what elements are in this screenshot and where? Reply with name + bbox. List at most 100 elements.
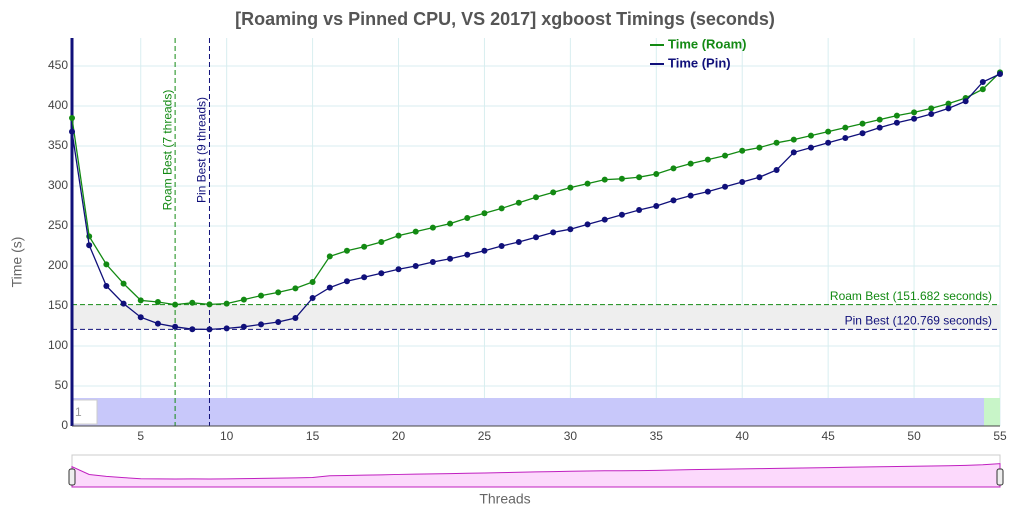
x-tick-label: 20 [392,429,406,443]
point [618,211,625,218]
point [137,314,144,321]
point [326,284,333,291]
point [670,165,677,172]
x-tick-label: 35 [650,429,664,443]
point [756,174,763,181]
point [979,86,986,93]
legend-label: Time (Roam) [668,36,747,51]
h-line-label: Roam Best (151.682 seconds) [830,289,992,303]
band-box [71,399,98,425]
point [584,180,591,187]
point [807,144,814,151]
point [361,274,368,281]
point [842,135,849,141]
point [876,116,883,123]
point [550,189,557,196]
y-tick-label: 0 [61,418,68,432]
point [962,98,969,105]
point [773,139,780,146]
point [807,132,814,139]
slider-handle [68,468,76,486]
point [481,247,488,254]
y-tick-label: 400 [48,98,68,112]
best-band [72,304,1000,330]
y-tick-label: 150 [48,298,68,312]
chart-title: [Roaming vs Pinned CPU, VS 2017] xgboost… [235,9,775,29]
band-label: 1 [75,405,82,419]
point [636,174,643,181]
legend-label: Time (Pin) [668,55,731,70]
point [361,243,368,250]
point [893,119,900,126]
point [120,300,127,307]
point [928,105,935,112]
point [550,229,557,236]
point [412,263,419,269]
point [240,323,247,330]
point [825,139,832,146]
h-line-label: Pin Best (120.769 seconds) [845,314,992,328]
point [86,242,93,249]
point [154,299,161,305]
v-line-label: Roam Best (7 threads) [160,90,174,211]
point [429,259,436,265]
point [172,323,179,330]
point [447,220,454,227]
x-tick-label: 45 [821,429,835,443]
point [893,112,900,119]
point [206,326,213,333]
point [378,270,385,277]
point [515,199,522,206]
point [979,79,986,85]
point [636,207,643,213]
point [447,255,454,262]
point [567,226,574,233]
x-tick-label: 5 [137,429,144,443]
point [859,120,866,127]
point [722,152,729,159]
point [103,261,110,268]
point [103,283,110,289]
point [653,171,660,177]
x-tick-label: 30 [564,429,578,443]
x-tick-label: 55 [993,429,1007,443]
point [464,215,471,221]
x-tick-label: 50 [907,429,921,443]
point [670,197,677,204]
point [997,71,1003,77]
point [154,320,161,327]
point [498,243,505,249]
y-tick-label: 300 [48,178,68,192]
point [258,292,265,299]
point [206,301,213,308]
point [258,321,265,328]
point [69,128,75,135]
v-line-label: Pin Best (9 threads) [195,97,209,203]
point [395,232,402,239]
point [137,297,144,304]
point [378,239,385,245]
y-tick-label: 100 [48,338,68,352]
point [618,175,625,182]
point [945,100,952,107]
point [309,279,316,285]
point [567,184,574,191]
x-axis-label: Threads [479,491,530,507]
point [739,147,746,154]
point [704,188,711,195]
point [412,228,419,235]
lower-band [72,398,984,426]
x-tick-label: 40 [736,429,750,443]
y-tick-label: 250 [48,218,68,232]
x-tick-label: 25 [478,429,492,443]
point [790,136,797,143]
point [172,301,179,308]
point [739,179,746,185]
lower-band-end [984,398,1000,426]
x-tick-label: 15 [306,429,320,443]
point [584,221,591,228]
point [464,251,471,258]
point [292,285,299,292]
series-line [71,71,1001,306]
